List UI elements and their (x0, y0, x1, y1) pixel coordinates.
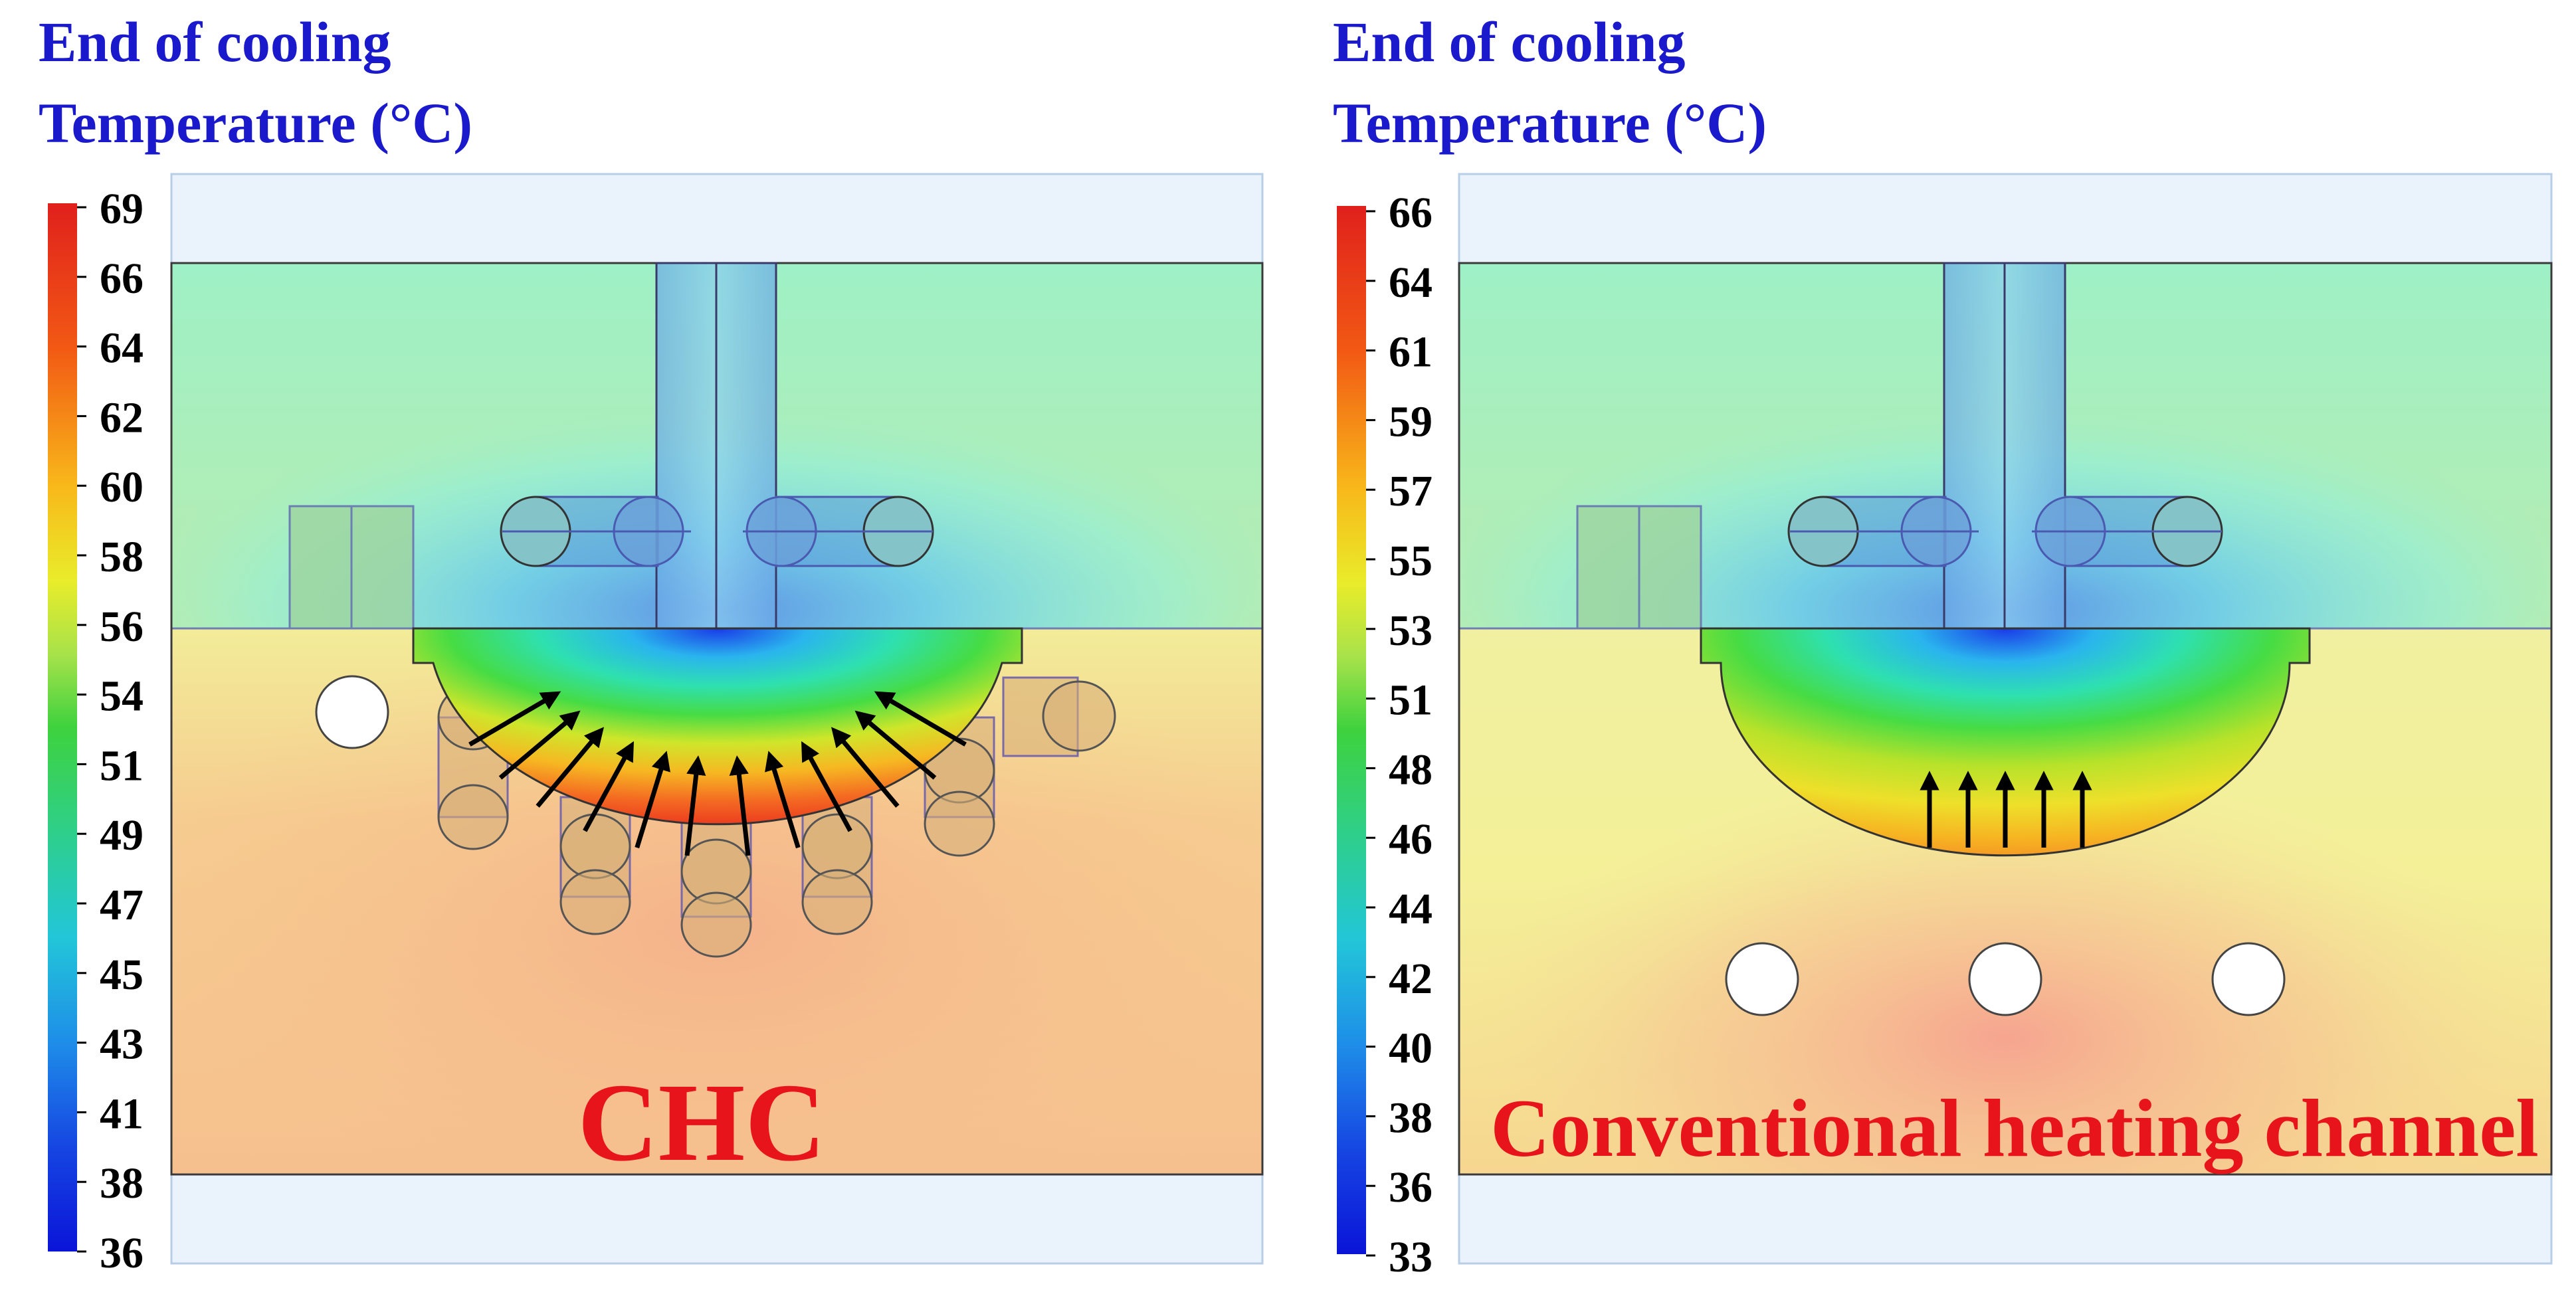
panel-title-line2: Temperature (°C) (39, 91, 472, 155)
cooling-channel-upper-right (2032, 496, 2223, 567)
heat-flux-arrow (498, 710, 581, 780)
scale-tick-label: 58 (100, 533, 144, 581)
color-scale-bar (1337, 206, 1366, 1254)
scale-tick-label: 54 (100, 672, 144, 721)
scale-tick-label: 59 (1389, 397, 1433, 446)
scale-tick-label: 66 (1389, 189, 1433, 237)
heating-channel-hole (315, 675, 389, 749)
heat-flux-arrow (854, 710, 937, 780)
color-scale-bar (48, 203, 77, 1252)
scale-tick-label: 55 (1389, 537, 1433, 585)
panel-chc: End of cooling Temperature (°C) 69 66 64 62… (39, 10, 1264, 1277)
scale-tick-label: 66 (100, 254, 144, 303)
heat-flux-arrow (635, 751, 670, 849)
scale-tick-label: 43 (100, 1020, 144, 1069)
heat-flux-arrow (684, 755, 706, 856)
cooling-channel-upper-left (500, 496, 691, 567)
scale-tick-label: 41 (100, 1089, 144, 1138)
scale-tick-label: 48 (1389, 745, 1433, 794)
heat-flux-arrow (536, 727, 605, 808)
color-scale-ticks: 69 66 64 62 60 58 56 54 51 49 47 45 43 41 38 36 (77, 185, 144, 1277)
scale-tick-label: 56 (100, 603, 144, 651)
scale-tick-label: 57 (1389, 467, 1433, 515)
scale-tick-label: 46 (1389, 815, 1433, 864)
heat-flux-arrows (468, 691, 967, 856)
color-scale-ticks: 66 64 61 59 57 55 53 51 48 46 44 42 40 38 36 33 (1366, 189, 1433, 1281)
scale-tick-label: 64 (100, 324, 144, 373)
heat-flux-arrow (874, 691, 967, 747)
panel-title-line1: End of cooling (39, 10, 391, 74)
heat-flux-arrows (1920, 771, 2092, 848)
heating-channel-hole-center (1968, 942, 2042, 1016)
scale-tick-label: 60 (100, 463, 144, 511)
scale-tick-label: 42 (1389, 955, 1433, 1003)
scale-tick-label: 51 (100, 741, 144, 790)
scale-tick-label: 51 (1389, 676, 1433, 725)
scale-tick-label: 36 (100, 1229, 144, 1277)
scale-tick-label: 44 (1389, 885, 1433, 933)
scale-tick-label: 61 (1389, 328, 1433, 377)
method-label: CHC (577, 1061, 825, 1184)
scale-tick-label: 38 (100, 1159, 144, 1208)
scale-tick-label: 47 (100, 881, 144, 929)
cooling-channel-upper-left (1787, 496, 1979, 567)
heating-channel-hole-left (1725, 942, 1799, 1016)
heat-flux-arrow (831, 727, 900, 808)
scale-tick-label: 53 (1389, 606, 1433, 655)
heat-flux-arrow (583, 741, 634, 832)
method-label: Conventional heating channel (1490, 1083, 2539, 1174)
scale-tick-label: 45 (100, 951, 144, 999)
scale-tick-label: 36 (1389, 1163, 1433, 1212)
heating-channel-hole-right (2211, 942, 2286, 1016)
scale-tick-label: 38 (1389, 1093, 1433, 1142)
scale-tick-label: 40 (1389, 1024, 1433, 1073)
panel-conventional: End of cooling Temperature (°C) 66 64 61 59… (1333, 10, 2553, 1281)
scale-tick-label: 69 (100, 185, 144, 233)
scale-tick-label: 64 (1389, 258, 1433, 307)
panel-title-line2: Temperature (°C) (1333, 91, 1767, 155)
molded-part (1700, 627, 2311, 857)
scale-tick-label: 49 (100, 811, 144, 860)
heat-flux-arrow (765, 751, 801, 849)
heat-flux-arrow (468, 691, 561, 747)
heat-flux-arrow (801, 741, 852, 832)
scale-tick-label: 33 (1389, 1233, 1433, 1281)
cooling-channel-upper-right (743, 496, 934, 567)
heat-flux-arrow (729, 755, 751, 856)
panel-title-line1: End of cooling (1333, 10, 1685, 74)
scale-tick-label: 62 (100, 393, 144, 442)
